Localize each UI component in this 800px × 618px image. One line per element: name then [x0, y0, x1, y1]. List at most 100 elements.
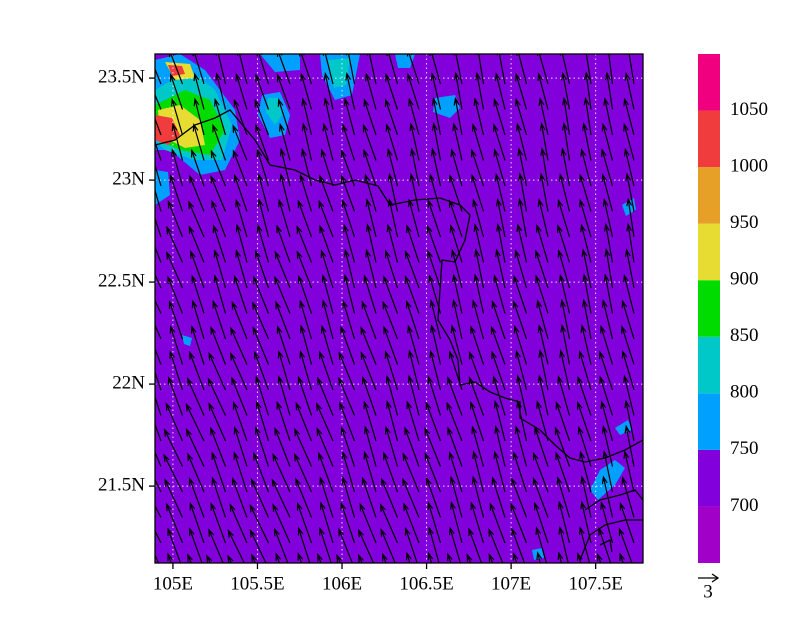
wind-vector: [449, 173, 463, 212]
wind-vector: [473, 223, 485, 263]
wind-vector: [495, 248, 506, 289]
wind-vector: [275, 552, 282, 563]
wind-vector: [233, 274, 248, 314]
wind-vector: [299, 349, 313, 391]
wind-vector: [379, 503, 399, 544]
wind-vector: [188, 200, 205, 238]
wind-vector: [361, 300, 377, 340]
wind-vector: [155, 273, 162, 289]
wind-vector: [623, 374, 635, 416]
wind-vector: [511, 477, 528, 518]
wind-vector: [536, 551, 543, 563]
wind-vector: [446, 401, 463, 442]
wind-vector: [601, 299, 614, 340]
wind-vector: [212, 299, 227, 340]
plot-frame: [154, 53, 644, 564]
wind-vector: [336, 553, 343, 563]
wind-vector: [576, 552, 583, 563]
wind-vector: [276, 325, 291, 365]
wind-vector: [517, 147, 528, 187]
wind-vector: [343, 273, 356, 314]
wind-vector: [321, 299, 334, 340]
wind-vector: [299, 173, 313, 212]
wind-vector: [407, 198, 420, 238]
wind-vector: [557, 500, 571, 544]
colorbar-label: 850: [730, 325, 759, 346]
wind-vector: [300, 72, 313, 110]
wind-vector: [623, 273, 635, 314]
wind-vector: [341, 199, 356, 238]
wind-vector: [561, 71, 571, 110]
wind-vector: [255, 375, 270, 416]
wind-vector: [169, 350, 184, 391]
wind-vector: [255, 425, 270, 467]
wind-vector: [535, 274, 549, 314]
wind-vector: [272, 452, 291, 493]
wind-vector: [255, 73, 270, 110]
wind-vector: [471, 475, 485, 518]
wind-vector: [623, 450, 635, 493]
wind-vector: [404, 275, 420, 314]
wind-vector: [252, 326, 270, 365]
wind-vector: [229, 503, 248, 544]
wind-vector: [515, 72, 528, 110]
wind-vector: [232, 149, 248, 187]
wind-vector: [167, 527, 182, 563]
wind-vector: [625, 172, 635, 212]
wind-vector: [277, 349, 291, 391]
colorbar-bin: [698, 223, 720, 281]
wind-vector: [171, 148, 184, 187]
wind-vector: [596, 552, 603, 563]
wind-vector: [249, 528, 267, 563]
wind-vector: [402, 477, 420, 518]
wind-vector: [301, 122, 313, 161]
wind-vector: [171, 97, 184, 136]
wind-vector: [363, 274, 377, 314]
wind-vector: [560, 147, 571, 187]
wind-vector: [450, 148, 463, 187]
wind-vector: [515, 97, 528, 136]
wind-vector: [276, 73, 291, 110]
wind-vector: [343, 248, 356, 289]
wind-vector: [623, 122, 635, 161]
wind-vector: [495, 197, 506, 238]
wind-vector: [516, 54, 528, 85]
colorbar-label: 750: [730, 438, 759, 459]
wind-vector: [165, 402, 184, 442]
wind-vector: [155, 422, 162, 442]
wind-vector: [274, 527, 289, 563]
wind-vector: [272, 503, 291, 544]
wind-vector: [601, 148, 614, 187]
wind-vector: [496, 222, 506, 263]
wind-vector: [449, 526, 461, 563]
wind-vector: [404, 250, 420, 289]
wind-vector: [451, 248, 463, 289]
wind-vector: [299, 299, 313, 340]
wind-vector: [447, 426, 463, 467]
wind-vector: [232, 401, 248, 442]
wind-vector: [429, 349, 442, 391]
wind-vector: [626, 222, 635, 263]
wind-vector: [233, 451, 248, 493]
wind-vector: [256, 54, 270, 85]
wind-vector: [536, 54, 549, 85]
wind-vector: [600, 400, 614, 442]
wind-vector: [386, 54, 399, 85]
wind-vector: [561, 121, 571, 161]
wind-vector: [169, 173, 184, 212]
wind-vector: [227, 529, 245, 563]
wind-vector: [210, 149, 227, 187]
wind-vector: [319, 526, 332, 563]
colorbar-bin: [698, 110, 720, 168]
wind-vector: [427, 551, 434, 563]
wind-vector: [155, 395, 162, 416]
wind-vector: [213, 249, 227, 289]
wind-vector: [319, 224, 334, 263]
wind-vector: [431, 122, 442, 161]
wind-vector: [301, 147, 313, 187]
wind-vector: [189, 351, 205, 391]
wind-vector: [206, 554, 213, 563]
wind-vector: [231, 476, 248, 518]
wind-vector: [321, 274, 334, 314]
wind-vector: [295, 477, 313, 518]
